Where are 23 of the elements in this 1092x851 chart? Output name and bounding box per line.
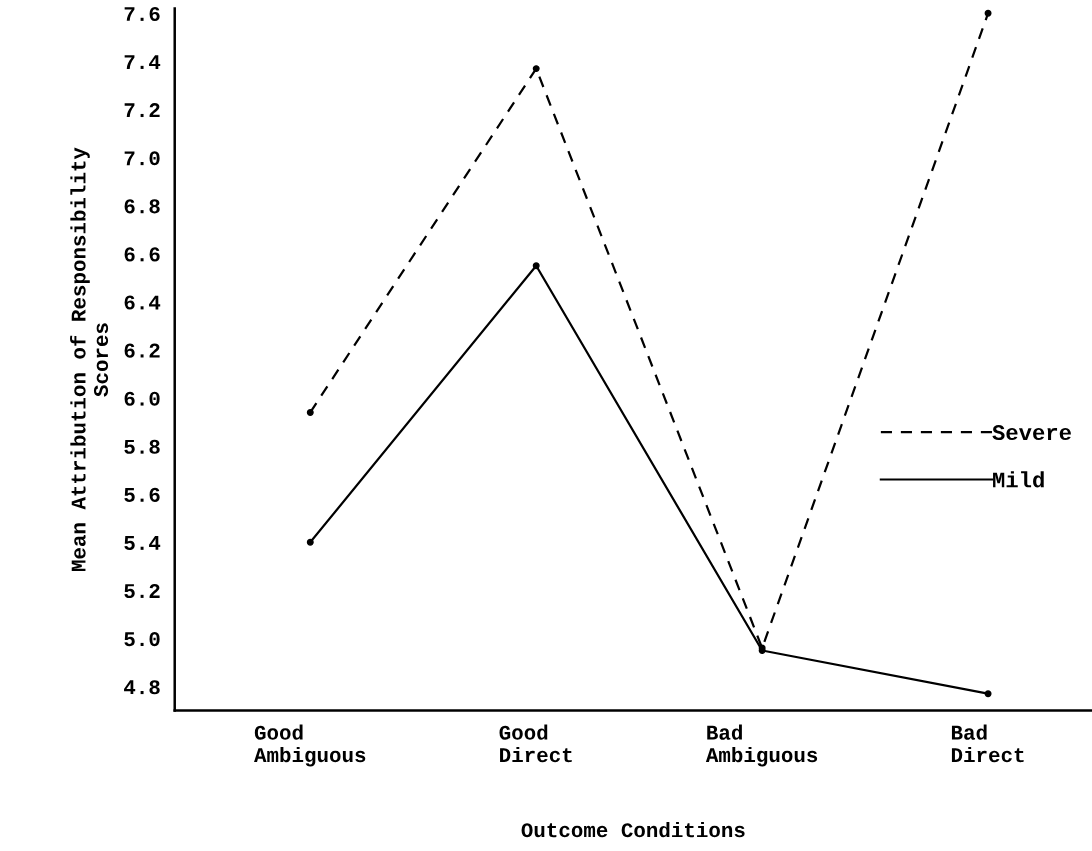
y-tick-label: 7.0 (124, 151, 160, 166)
x-tick-label: Bad Direct (951, 724, 1024, 763)
y-tick-label: 5.0 (124, 632, 160, 647)
y-tick-label: 6.8 (124, 199, 160, 214)
y-tick-label: 5.8 (124, 439, 160, 454)
y-tick-label: 7.6 (124, 6, 160, 22)
x-tick-label: Bad Ambiguous (705, 724, 818, 767)
y-tick-label: 7.2 (124, 103, 160, 118)
y-tick-label: 4.8 (124, 680, 160, 695)
y-tick-label: 5.2 (124, 583, 160, 599)
y-tick-label: 6.2 (124, 343, 160, 358)
y-tick-label: 6.0 (124, 391, 160, 406)
y-axis-title: Mean Attribution of Responsibility Scores (70, 147, 109, 572)
y-tick-label: 7.4 (124, 55, 161, 69)
text: Mild (993, 471, 1044, 488)
x-tick-label: Good Direct (499, 724, 572, 763)
x-tick-label: Good Ambiguous (254, 724, 366, 767)
x-axis-title: Outcome Conditions (521, 821, 745, 838)
y-tick-label: 5.6 (124, 487, 160, 502)
y-tick-label: 6.4 (124, 295, 161, 310)
text: Severe (992, 425, 1071, 441)
y-tick-label: 5.4 (124, 536, 161, 551)
y-tick-label: 6.6 (124, 247, 160, 262)
